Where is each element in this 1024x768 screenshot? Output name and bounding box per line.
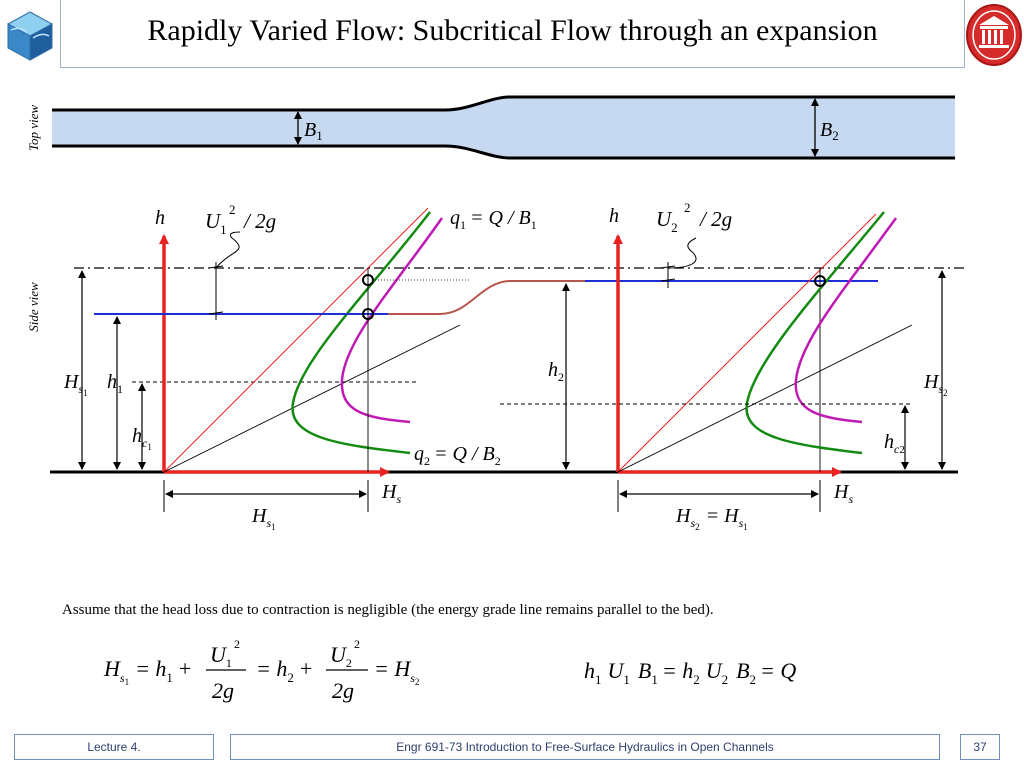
left-axis-hs-label: Hs [381, 481, 401, 506]
svg-text:/ 2g: / 2g [699, 207, 732, 231]
page-title: Rapidly Varied Flow: Subcritical Flow th… [147, 14, 878, 47]
footer-page-number: 37 [960, 734, 1000, 760]
expansion-diagram: B1 B2 Top view Side view [26, 95, 965, 532]
left-bed-slope-line [163, 324, 461, 473]
label-hs1: Hs1 [63, 371, 88, 398]
left-green-curve-q1 [291, 211, 431, 455]
footer-course-title: Engr 691-73 Introduction to Free-Surface… [230, 734, 940, 760]
top-view: B1 B2 Top view [26, 95, 955, 160]
svg-text:U2: U2 [656, 207, 678, 235]
footer-lecture: Lecture 4. [14, 734, 214, 760]
right-green-curve-q1 [745, 211, 885, 455]
right-bed-slope-line [617, 324, 913, 473]
left-magenta-curve-q2 [340, 217, 444, 424]
svg-text:U1: U1 [205, 209, 227, 237]
svg-text:2: 2 [229, 202, 236, 217]
svg-text:Hs1= h1+: Hs1= h1 + [103, 656, 191, 687]
bottom-hs2-equals-hs1-label: Hs2 = Hs1 [675, 505, 748, 532]
label-hc2: hc2 [884, 431, 905, 456]
continuity-equation: h1 U1 B1 = h2 U2 B2 = Q [584, 658, 796, 687]
right-magenta-curve-q2 [794, 217, 898, 424]
svg-text:2g: 2g [332, 678, 354, 703]
svg-text:2: 2 [684, 200, 691, 215]
label-hs2: Hs2 [923, 371, 948, 398]
svg-text:q1= Q / B1: q1 = Q / B1 [450, 207, 537, 232]
svg-text:2: 2 [354, 637, 360, 651]
svg-text:= Hs2: = Hs2 [374, 656, 419, 687]
right-45-line [617, 213, 877, 473]
label-q2-curve: q2 = Q / B2 [414, 443, 501, 468]
right-axis-h-label: h [609, 205, 619, 227]
right-axis-hs-label: Hs [833, 481, 853, 506]
left-45-line [163, 207, 429, 473]
left-velocity-head-label: U1 2 / 2g [205, 202, 276, 237]
side-view: Side view [26, 200, 965, 532]
side-view-label: Side view [26, 282, 41, 332]
bottom-hs1-label: Hs1 [251, 505, 276, 532]
right-velocity-head-pointer [667, 237, 697, 269]
channel-bottom-wall [52, 144, 955, 160]
channel-top-wall [52, 95, 955, 112]
svg-text:U1: U1 [210, 642, 232, 670]
title-bar: Rapidly Varied Flow: Subcritical Flow th… [60, 0, 965, 68]
left-velocity-head-pointer [215, 231, 241, 269]
energy-equation: Hs1= h1 + U1 2 2g = h2 + U2 2 2g = Hs2 [103, 637, 419, 703]
transition-water-surface [388, 280, 585, 315]
university-seal-icon [966, 4, 1022, 66]
assumption-note: Assume that the head loss due to contrac… [62, 602, 714, 618]
svg-text:U2: U2 [330, 642, 352, 670]
right-velocity-head-label: U2 2 / 2g [656, 200, 732, 235]
top-view-label: Top view [26, 105, 41, 151]
svg-text:2g: 2g [212, 678, 234, 703]
label-hc1: hc1 [132, 425, 152, 452]
left-point-lower [362, 308, 374, 320]
label-b2: B2 [820, 119, 839, 143]
svg-text:2: 2 [234, 637, 240, 651]
label-b1: B1 [304, 119, 323, 143]
left-axis-h-label: h [155, 207, 165, 229]
channel-water [52, 97, 955, 158]
svg-text:/ 2g: / 2g [243, 209, 276, 233]
label-q1-curve: q1 = Q / B1 [450, 207, 537, 232]
svg-text:q2= Q / B2: q2 = Q / B2 [414, 443, 501, 468]
label-h2: h2 [548, 359, 564, 384]
hydraulics-logo-icon [6, 11, 54, 61]
label-h1: h1 [107, 371, 123, 396]
svg-text:= h2+: = h2 + [256, 656, 312, 685]
right-point [814, 275, 826, 287]
